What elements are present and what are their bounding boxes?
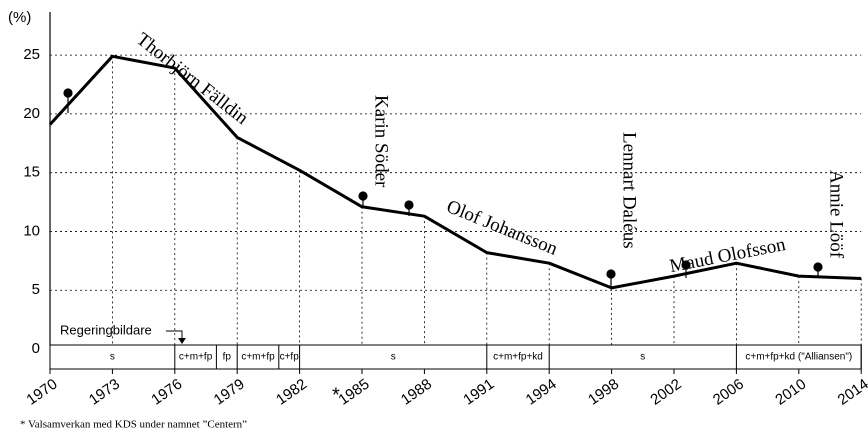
- government-label: fp: [223, 352, 232, 363]
- government-strip: [49, 344, 862, 370]
- y-tick-label: 20: [23, 105, 40, 122]
- x-tick-label: 1979: [211, 376, 248, 409]
- leader-name: Lennart Daléus: [619, 132, 640, 249]
- y-tick-label: 15: [23, 164, 40, 181]
- y-tick-label: 25: [23, 46, 40, 63]
- x-tick-label: 1973: [86, 376, 123, 409]
- government-label: s: [640, 352, 645, 363]
- leader-name: Annie Lööf: [826, 170, 847, 259]
- government-label: c+m+fp: [179, 352, 213, 363]
- government-label: s: [391, 352, 396, 363]
- government-label: c+m+fp+kd: [493, 352, 543, 363]
- x-tick-label: 1982: [273, 376, 310, 409]
- x-tick-label: 1985: [335, 376, 372, 409]
- y-unit: (%): [8, 9, 31, 26]
- leader-name: Olof Johansson: [443, 196, 560, 260]
- x-tick-label: 1988: [398, 376, 435, 409]
- y-tick-label: 0: [32, 340, 40, 357]
- x-tick-label: 2010: [772, 376, 809, 409]
- government-label: c+m+fp: [241, 352, 275, 363]
- x-tick-label: 1998: [585, 376, 622, 409]
- series-line: [48, 54, 862, 290]
- pin-head: [358, 191, 368, 201]
- arrow: [166, 330, 183, 340]
- x-tick-label: 2006: [710, 376, 747, 409]
- pin-head: [63, 88, 73, 98]
- x-tick-label: 2014: [835, 376, 868, 409]
- pin-head: [404, 200, 414, 210]
- government-label: c+m+fp+kd ("Alliansen"): [745, 352, 852, 363]
- y-tick-label: 10: [23, 222, 40, 239]
- arrow-head: [178, 338, 186, 344]
- x-tick-label: 1994: [523, 376, 560, 409]
- footnote: * Valsamverkan med KDS under namnet ”Cen…: [20, 419, 247, 431]
- x-tick-label: 1970: [23, 376, 60, 409]
- pin-head: [813, 262, 823, 272]
- leader-name: Karin Söder: [371, 95, 392, 188]
- government-label: c+fp: [280, 352, 300, 363]
- y-tick-label: 5: [32, 281, 40, 298]
- pin-head: [681, 260, 691, 270]
- asterisk: *: [332, 384, 340, 406]
- pin-head: [606, 269, 616, 279]
- x-tick-label: 1991: [460, 376, 497, 409]
- x-tick-label: 2002: [647, 376, 684, 409]
- government-label: s: [110, 352, 115, 363]
- government-label: Regeringbildare: [60, 322, 152, 337]
- x-tick-label: 1976: [148, 376, 185, 409]
